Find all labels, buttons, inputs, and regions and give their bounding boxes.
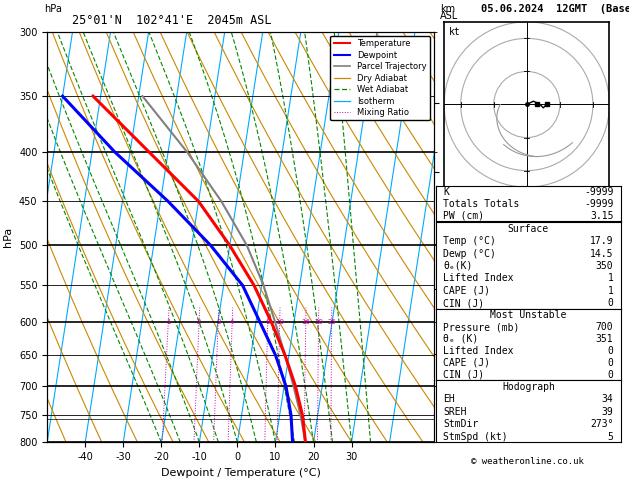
Text: 350: 350 xyxy=(596,261,613,271)
Text: Hodograph: Hodograph xyxy=(502,382,555,392)
Y-axis label: Mixing Ratio (g/kg): Mixing Ratio (g/kg) xyxy=(451,191,461,283)
Text: 0: 0 xyxy=(608,346,613,356)
Text: CIN (J): CIN (J) xyxy=(443,370,484,380)
Text: 34: 34 xyxy=(602,394,613,404)
Text: 25°01'N  102°41'E  2045m ASL: 25°01'N 102°41'E 2045m ASL xyxy=(72,14,272,27)
Text: hPa: hPa xyxy=(44,4,62,14)
X-axis label: Dewpoint / Temperature (°C): Dewpoint / Temperature (°C) xyxy=(160,468,321,478)
Text: 0: 0 xyxy=(608,358,613,368)
Text: 0: 0 xyxy=(608,298,613,308)
Text: SREH: SREH xyxy=(443,407,467,417)
Text: 20: 20 xyxy=(314,319,323,325)
Text: Totals Totals: Totals Totals xyxy=(443,199,520,209)
Text: 17.9: 17.9 xyxy=(590,236,613,246)
Text: 39: 39 xyxy=(602,407,613,417)
Text: 5: 5 xyxy=(608,432,613,442)
Text: 3.15: 3.15 xyxy=(590,211,613,221)
Text: LCL: LCL xyxy=(435,415,450,424)
Text: 16: 16 xyxy=(301,319,310,325)
Text: 14.5: 14.5 xyxy=(590,249,613,259)
Text: CIN (J): CIN (J) xyxy=(443,298,484,308)
Text: © weatheronline.co.uk: © weatheronline.co.uk xyxy=(470,457,584,466)
Text: θₑ (K): θₑ (K) xyxy=(443,334,479,344)
Text: Lifted Index: Lifted Index xyxy=(443,273,514,283)
Text: Temp (°C): Temp (°C) xyxy=(443,236,496,246)
Text: km: km xyxy=(440,4,455,14)
Text: 2: 2 xyxy=(197,319,201,325)
Text: -9999: -9999 xyxy=(584,187,613,197)
Text: 1: 1 xyxy=(608,273,613,283)
Text: 1: 1 xyxy=(166,319,170,325)
Text: StmSpd (kt): StmSpd (kt) xyxy=(443,432,508,442)
Text: ASL: ASL xyxy=(440,12,459,21)
Y-axis label: hPa: hPa xyxy=(3,227,13,247)
Text: 351: 351 xyxy=(596,334,613,344)
Text: EH: EH xyxy=(443,394,455,404)
Text: θₑ(K): θₑ(K) xyxy=(443,261,472,271)
Text: Lifted Index: Lifted Index xyxy=(443,346,514,356)
Text: PW (cm): PW (cm) xyxy=(443,211,484,221)
Text: -9999: -9999 xyxy=(584,199,613,209)
Text: CAPE (J): CAPE (J) xyxy=(443,358,490,368)
Text: 700: 700 xyxy=(596,322,613,332)
Text: 05.06.2024  12GMT  (Base: 06): 05.06.2024 12GMT (Base: 06) xyxy=(481,4,629,14)
Text: kt: kt xyxy=(449,27,461,37)
Text: 10: 10 xyxy=(276,319,284,325)
Text: 25: 25 xyxy=(327,319,336,325)
Legend: Temperature, Dewpoint, Parcel Trajectory, Dry Adiabat, Wet Adiabat, Isotherm, Mi: Temperature, Dewpoint, Parcel Trajectory… xyxy=(330,36,430,121)
Text: Most Unstable: Most Unstable xyxy=(490,310,567,320)
Text: StmDir: StmDir xyxy=(443,419,479,429)
Text: 0: 0 xyxy=(608,370,613,380)
Text: 3: 3 xyxy=(216,319,220,325)
Text: K: K xyxy=(443,187,449,197)
Text: Dewp (°C): Dewp (°C) xyxy=(443,249,496,259)
Text: 273°: 273° xyxy=(590,419,613,429)
Text: 1: 1 xyxy=(608,286,613,295)
Text: 4: 4 xyxy=(230,319,235,325)
Text: Surface: Surface xyxy=(508,224,549,234)
Text: 8: 8 xyxy=(265,319,270,325)
Text: CAPE (J): CAPE (J) xyxy=(443,286,490,295)
Text: Pressure (mb): Pressure (mb) xyxy=(443,322,520,332)
